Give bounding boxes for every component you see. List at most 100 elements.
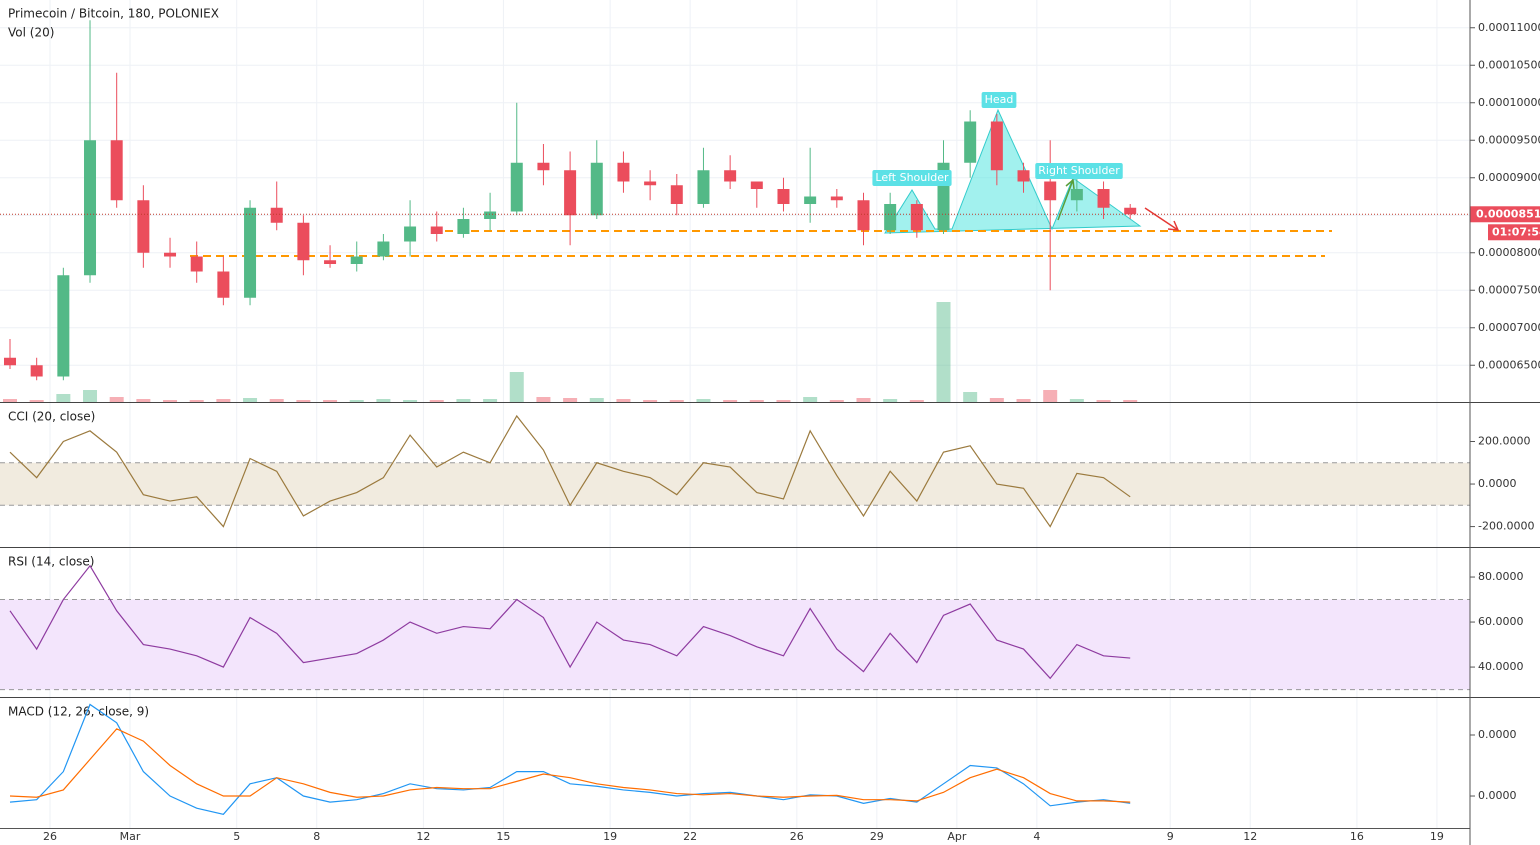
x-tick-label: 26 xyxy=(43,830,57,843)
candle-body xyxy=(244,207,257,298)
candle-body xyxy=(590,162,603,216)
x-tick-label: 12 xyxy=(1243,830,1257,843)
candle-body xyxy=(164,252,177,257)
candle-body xyxy=(1017,170,1030,182)
volume-bar xyxy=(536,397,551,402)
y-tick-label: 80.0000 xyxy=(1478,570,1524,583)
volume-bar xyxy=(296,400,311,402)
volume-bar xyxy=(136,399,151,402)
volume-bar xyxy=(29,400,44,402)
candle-body xyxy=(857,200,870,231)
x-tick-label: 12 xyxy=(416,830,430,843)
candle-body xyxy=(644,181,657,186)
volume-bar xyxy=(936,302,951,402)
x-tick-label: 19 xyxy=(1430,830,1444,843)
candle-body xyxy=(537,162,550,171)
annotation-box xyxy=(981,92,1017,108)
candle-body xyxy=(830,196,843,201)
y-tick-label: 60.0000 xyxy=(1478,615,1524,628)
arrow xyxy=(1057,178,1075,221)
volume-bar xyxy=(963,392,978,402)
x-tick-label: 15 xyxy=(496,830,510,843)
panel-title: RSI (14, close) xyxy=(8,555,94,569)
candle-body xyxy=(1070,189,1083,201)
volume-bar xyxy=(1069,399,1084,402)
candle-body xyxy=(750,181,763,189)
volume-bar xyxy=(749,400,764,402)
volume-bar xyxy=(723,400,738,402)
volume-bar xyxy=(189,400,204,402)
candle-body xyxy=(670,185,683,204)
y-tick-label: 0.00009500 xyxy=(1478,133,1540,146)
candle-body xyxy=(1044,181,1057,201)
volume-bar xyxy=(483,399,498,402)
x-tick-label: 29 xyxy=(870,830,884,843)
candle-body xyxy=(1124,207,1137,215)
y-tick-label: 0.00007500 xyxy=(1478,283,1540,296)
volume-bar xyxy=(989,398,1004,402)
candle-body xyxy=(190,256,203,272)
candle-body xyxy=(617,162,630,182)
indicator-line xyxy=(9,564,1131,680)
volume-bar xyxy=(669,400,684,402)
annotation: Right Shoulder xyxy=(1038,164,1120,177)
y-tick-label: 0.00006500 xyxy=(1478,358,1540,371)
indicator-line xyxy=(9,703,1131,815)
x-tick-label: Apr xyxy=(947,830,967,843)
candle-body xyxy=(510,162,523,212)
y-tick-label: -200.0000 xyxy=(1478,520,1534,533)
y-tick-label: 40.0000 xyxy=(1478,660,1524,673)
indicator-line xyxy=(9,728,1131,803)
volume-bar xyxy=(83,390,98,402)
volume-bar xyxy=(403,400,418,402)
volume-bar xyxy=(216,399,231,402)
band xyxy=(0,599,1470,690)
candle-body xyxy=(377,241,390,257)
volume-bar xyxy=(643,400,658,402)
candle-body xyxy=(804,196,817,204)
y-tick-label: 0.0000 xyxy=(1478,728,1517,741)
candle-body xyxy=(350,256,363,264)
subtitle: Vol (20) xyxy=(8,26,54,40)
volume-bar xyxy=(349,400,364,402)
volume-bar xyxy=(563,398,578,402)
volume-bar xyxy=(109,397,124,402)
candle-body xyxy=(4,357,17,366)
candle-body xyxy=(457,219,470,234)
volume-bar xyxy=(456,399,471,402)
y-tick-label: 0.00008000 xyxy=(1478,246,1540,259)
volume-bar xyxy=(776,400,791,402)
volume-bar xyxy=(1096,400,1111,402)
volume-bar xyxy=(1043,390,1058,402)
volume-bar xyxy=(616,399,631,402)
candle-body xyxy=(724,170,737,182)
candle-body xyxy=(884,204,897,231)
volume-bar xyxy=(829,400,844,402)
annotation: Left Shoulder xyxy=(875,171,949,184)
background xyxy=(0,0,1470,828)
y-tick-label: 0.0000 xyxy=(1478,477,1517,490)
price-tag xyxy=(1470,206,1540,223)
volume-bar xyxy=(883,399,898,402)
countdown-tag xyxy=(1488,224,1540,241)
candle-body xyxy=(57,275,70,377)
volume-bar xyxy=(696,399,711,402)
volume-bar xyxy=(1123,400,1138,402)
candle-body xyxy=(324,260,337,264)
volume-bar xyxy=(909,400,924,402)
annotation-box xyxy=(1035,163,1123,179)
candle-body xyxy=(430,226,443,234)
volume-bar xyxy=(163,400,178,402)
panel-title: Primecoin / Bitcoin, 180, POLONIEX xyxy=(8,7,219,21)
x-tick-label: 4 xyxy=(1033,830,1040,843)
candle-body xyxy=(297,222,310,261)
volume-bar xyxy=(589,398,604,402)
volume-bar xyxy=(856,398,871,402)
x-tick-label: 19 xyxy=(603,830,617,843)
candle-body xyxy=(84,140,97,276)
x-tick-label: Mar xyxy=(120,830,141,843)
volume-bar xyxy=(3,399,18,402)
volume-bar xyxy=(376,399,391,402)
